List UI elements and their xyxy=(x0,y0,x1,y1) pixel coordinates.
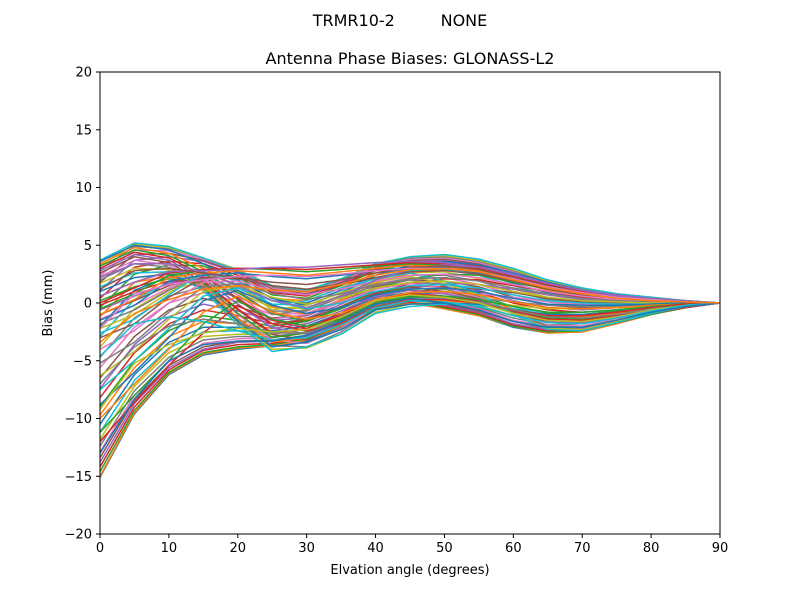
y-axis: −20 −15 −10 −5 0 5 10 15 20 xyxy=(65,66,100,543)
y-tick-label: −5 xyxy=(73,354,92,369)
series-line-63 xyxy=(99,295,721,433)
x-tick-label: 0 xyxy=(96,541,104,556)
y-tick-label: −20 xyxy=(65,528,92,543)
series-line-70 xyxy=(99,299,721,357)
y-tick-label: 15 xyxy=(75,123,92,138)
x-tick-label: 90 xyxy=(712,541,729,556)
series-line-72 xyxy=(99,267,721,343)
series-line-60 xyxy=(99,283,720,391)
series-line-58 xyxy=(99,276,720,364)
x-axis: 0 10 20 30 40 50 60 70 80 90 xyxy=(96,534,728,556)
series-line-30 xyxy=(99,242,721,304)
y-tick-label: −10 xyxy=(65,412,92,427)
y-tick-label: 10 xyxy=(75,181,92,196)
series-line-62 xyxy=(99,290,721,420)
x-tick-label: 80 xyxy=(643,541,660,556)
x-tick-label: 70 xyxy=(574,541,591,556)
x-tick-label: 60 xyxy=(505,541,522,556)
series-line-61 xyxy=(99,287,720,406)
x-tick-label: 40 xyxy=(367,541,384,556)
series-line-67 xyxy=(99,267,721,329)
series-lines xyxy=(99,242,721,478)
x-tick-label: 30 xyxy=(298,541,315,556)
y-axis-label: Bias (mm) xyxy=(41,270,56,337)
y-tick-label: 5 xyxy=(84,239,92,254)
series-line-57 xyxy=(99,273,721,350)
chart-title: Antenna Phase Biases: GLONASS-L2 xyxy=(266,49,555,68)
y-tick-label: 20 xyxy=(75,66,92,81)
series-line-44 xyxy=(99,280,721,334)
y-tick-label: 0 xyxy=(84,297,92,312)
y-tick-label: −15 xyxy=(65,470,92,485)
x-tick-label: 50 xyxy=(436,541,453,556)
series-line-2 xyxy=(99,302,721,477)
figure-suptitle: TRMR10-2 NONE xyxy=(312,11,488,30)
x-tick-label: 20 xyxy=(230,541,247,556)
series-line-55 xyxy=(99,260,721,304)
x-tick-label: 10 xyxy=(161,541,178,556)
x-axis-label: Elvation angle (degrees) xyxy=(330,563,489,578)
series-line-59 xyxy=(99,280,720,377)
series-line-71 xyxy=(99,297,721,454)
series-line-69 xyxy=(99,294,721,410)
